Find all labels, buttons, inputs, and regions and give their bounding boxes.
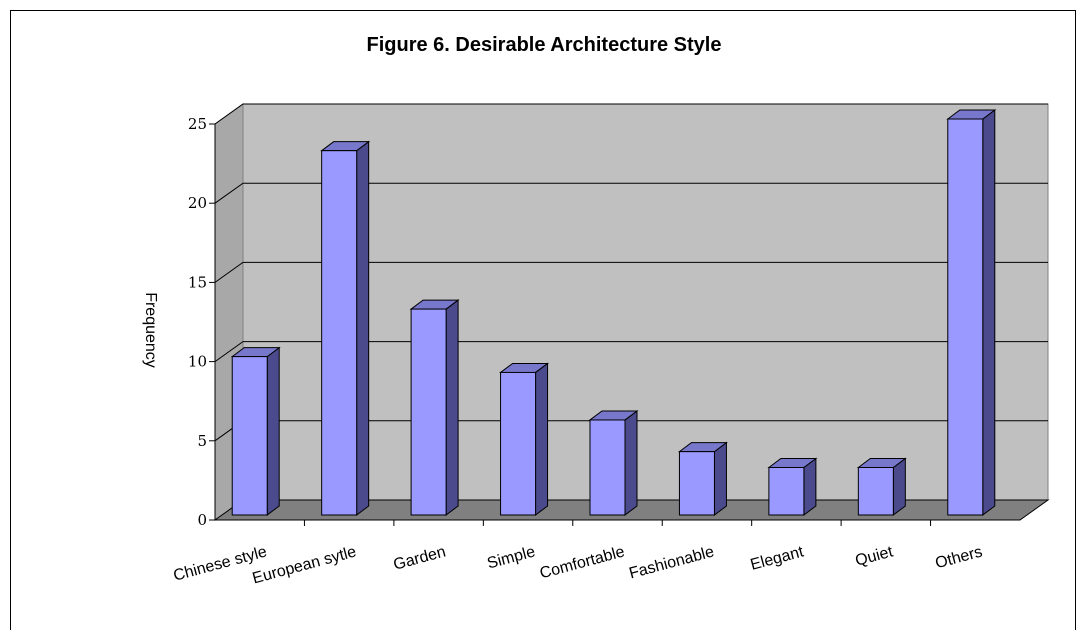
bar-side xyxy=(445,299,459,516)
bar-side xyxy=(535,362,549,516)
y-tick-label: 15 xyxy=(188,273,207,291)
bar xyxy=(947,118,984,516)
bar xyxy=(768,466,805,516)
category-label: Simple xyxy=(485,543,537,572)
category-label: Garden xyxy=(392,543,448,573)
bar xyxy=(410,308,447,516)
gridline xyxy=(214,103,1048,125)
bar-side xyxy=(803,457,817,516)
gridline xyxy=(214,341,1048,363)
bar xyxy=(500,371,537,516)
bar-side xyxy=(982,109,996,516)
category-label: Elegant xyxy=(749,543,806,574)
category-label: Quiet xyxy=(854,543,896,569)
chart-title: Figure 6. Desirable Architecture Style xyxy=(366,34,722,56)
bar xyxy=(231,356,268,516)
bar-side xyxy=(892,457,906,516)
y-tick-label: 20 xyxy=(188,194,207,212)
bar xyxy=(857,466,894,516)
bar xyxy=(678,451,715,516)
bar xyxy=(321,150,358,516)
y-tick-label: 25 xyxy=(188,115,207,133)
bar-side xyxy=(356,140,370,516)
category-label: Fashionable xyxy=(627,543,716,582)
bar-side xyxy=(624,409,638,516)
category-label: European sytle xyxy=(251,543,359,587)
y-tick-label: 10 xyxy=(188,353,207,371)
y-tick-label: 5 xyxy=(197,432,207,450)
gridline xyxy=(214,182,1048,204)
bar-side xyxy=(266,346,280,516)
bar-side xyxy=(713,441,727,516)
y-label-mask xyxy=(120,270,140,320)
category-label: Comfortable xyxy=(538,543,627,582)
y-tick-label: 0 xyxy=(197,511,207,529)
y-axis-label: Frequency xyxy=(142,292,159,368)
gridline xyxy=(214,261,1048,283)
bar xyxy=(589,419,626,516)
category-label: Others xyxy=(934,543,985,572)
